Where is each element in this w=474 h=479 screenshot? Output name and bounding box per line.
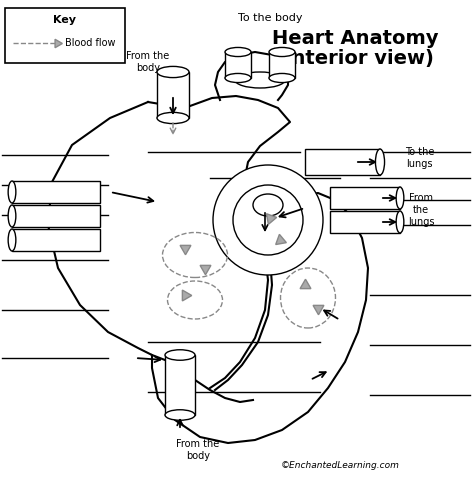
Ellipse shape bbox=[8, 181, 16, 203]
Bar bbox=[5, 8, 125, 63]
Ellipse shape bbox=[225, 47, 251, 57]
Ellipse shape bbox=[225, 73, 251, 82]
Ellipse shape bbox=[8, 205, 16, 227]
Bar bbox=[330, 187, 400, 209]
Text: From
the
lungs: From the lungs bbox=[408, 194, 435, 227]
Text: From the
body: From the body bbox=[176, 439, 219, 461]
Bar bbox=[305, 149, 380, 175]
Ellipse shape bbox=[375, 149, 384, 175]
Ellipse shape bbox=[235, 72, 285, 88]
Bar bbox=[12, 205, 100, 227]
Polygon shape bbox=[48, 96, 368, 443]
Ellipse shape bbox=[253, 194, 283, 216]
Text: Heart Anatomy: Heart Anatomy bbox=[272, 28, 438, 47]
Ellipse shape bbox=[396, 211, 404, 233]
Bar bbox=[12, 229, 100, 251]
Circle shape bbox=[233, 185, 303, 255]
Text: From the
body: From the body bbox=[127, 51, 170, 73]
Bar bbox=[269, 52, 295, 78]
Text: Blood flow: Blood flow bbox=[65, 38, 116, 48]
Ellipse shape bbox=[157, 67, 189, 78]
Ellipse shape bbox=[165, 410, 195, 420]
Bar bbox=[165, 355, 195, 415]
Ellipse shape bbox=[269, 73, 295, 82]
Text: To the
lungs: To the lungs bbox=[405, 147, 434, 169]
Text: ©EnchantedLearning.com: ©EnchantedLearning.com bbox=[281, 460, 400, 469]
Ellipse shape bbox=[165, 350, 195, 360]
Ellipse shape bbox=[396, 187, 404, 209]
Bar bbox=[225, 52, 251, 78]
Bar bbox=[157, 72, 189, 118]
Ellipse shape bbox=[269, 47, 295, 57]
Ellipse shape bbox=[157, 113, 189, 124]
Ellipse shape bbox=[8, 229, 16, 251]
Text: Key: Key bbox=[54, 15, 76, 25]
Text: To the body: To the body bbox=[238, 13, 302, 23]
Bar bbox=[12, 181, 100, 203]
Bar bbox=[330, 211, 400, 233]
Circle shape bbox=[213, 165, 323, 275]
Text: (interior view): (interior view) bbox=[276, 48, 434, 68]
